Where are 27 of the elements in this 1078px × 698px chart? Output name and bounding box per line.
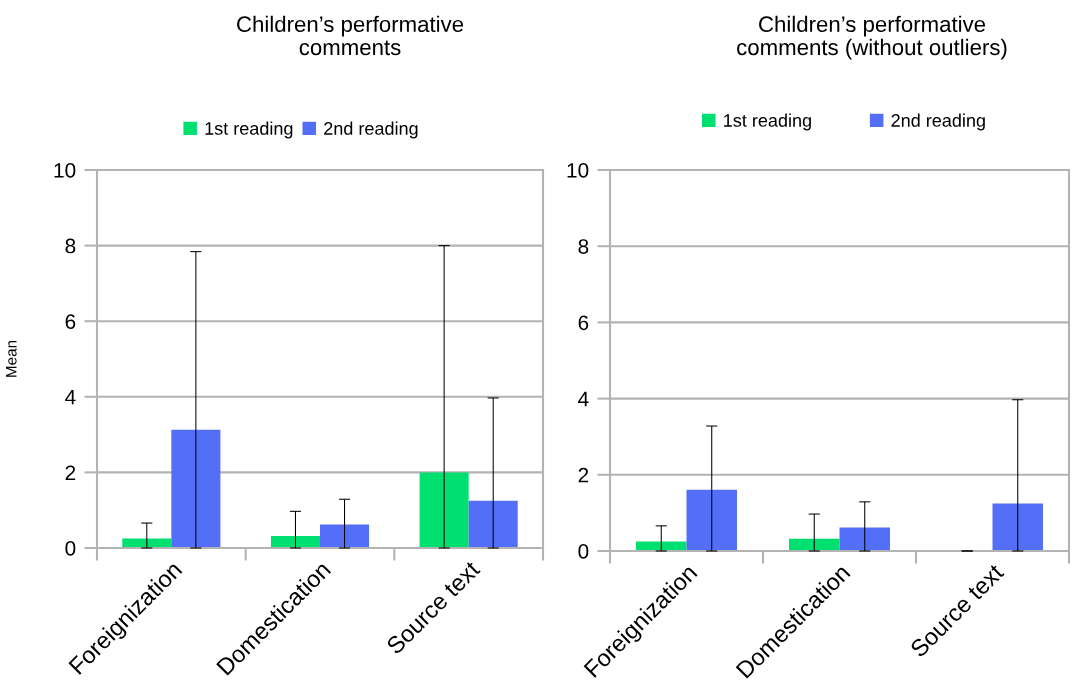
- y-tick-label: 8: [65, 238, 76, 254]
- legend-label: 1st reading: [724, 113, 811, 131]
- y-tick-label: 8: [578, 239, 589, 254]
- bar: [320, 524, 370, 548]
- legend-label: 2nd reading: [324, 121, 418, 139]
- y-tick-label: 2: [578, 467, 589, 483]
- y-tick-label: 4: [65, 390, 76, 405]
- bar: [839, 527, 890, 551]
- bar: [468, 500, 518, 548]
- bar: [636, 541, 687, 551]
- bar: [686, 489, 737, 551]
- bar: [171, 429, 221, 548]
- y-tick-label: 10: [54, 163, 76, 178]
- y-tick-label: 2: [65, 465, 76, 480]
- chart-title: Children’s performative comments: [237, 15, 464, 56]
- bar: [419, 472, 469, 548]
- y-axis-title: Mean: [5, 340, 17, 377]
- y-tick-label: 0: [65, 541, 76, 556]
- y-tick-label: 10: [567, 163, 589, 178]
- y-tick-label: 0: [578, 544, 589, 559]
- bar: [992, 503, 1043, 551]
- legend-label: 1st reading: [205, 121, 293, 139]
- y-tick-label: 6: [578, 315, 589, 331]
- chart-title: Children’s performative comments (without outliers): [737, 15, 1007, 60]
- legend-label: 2nd reading: [891, 113, 985, 131]
- y-tick-label: 6: [65, 314, 76, 329]
- y-tick-label: 4: [578, 391, 589, 407]
